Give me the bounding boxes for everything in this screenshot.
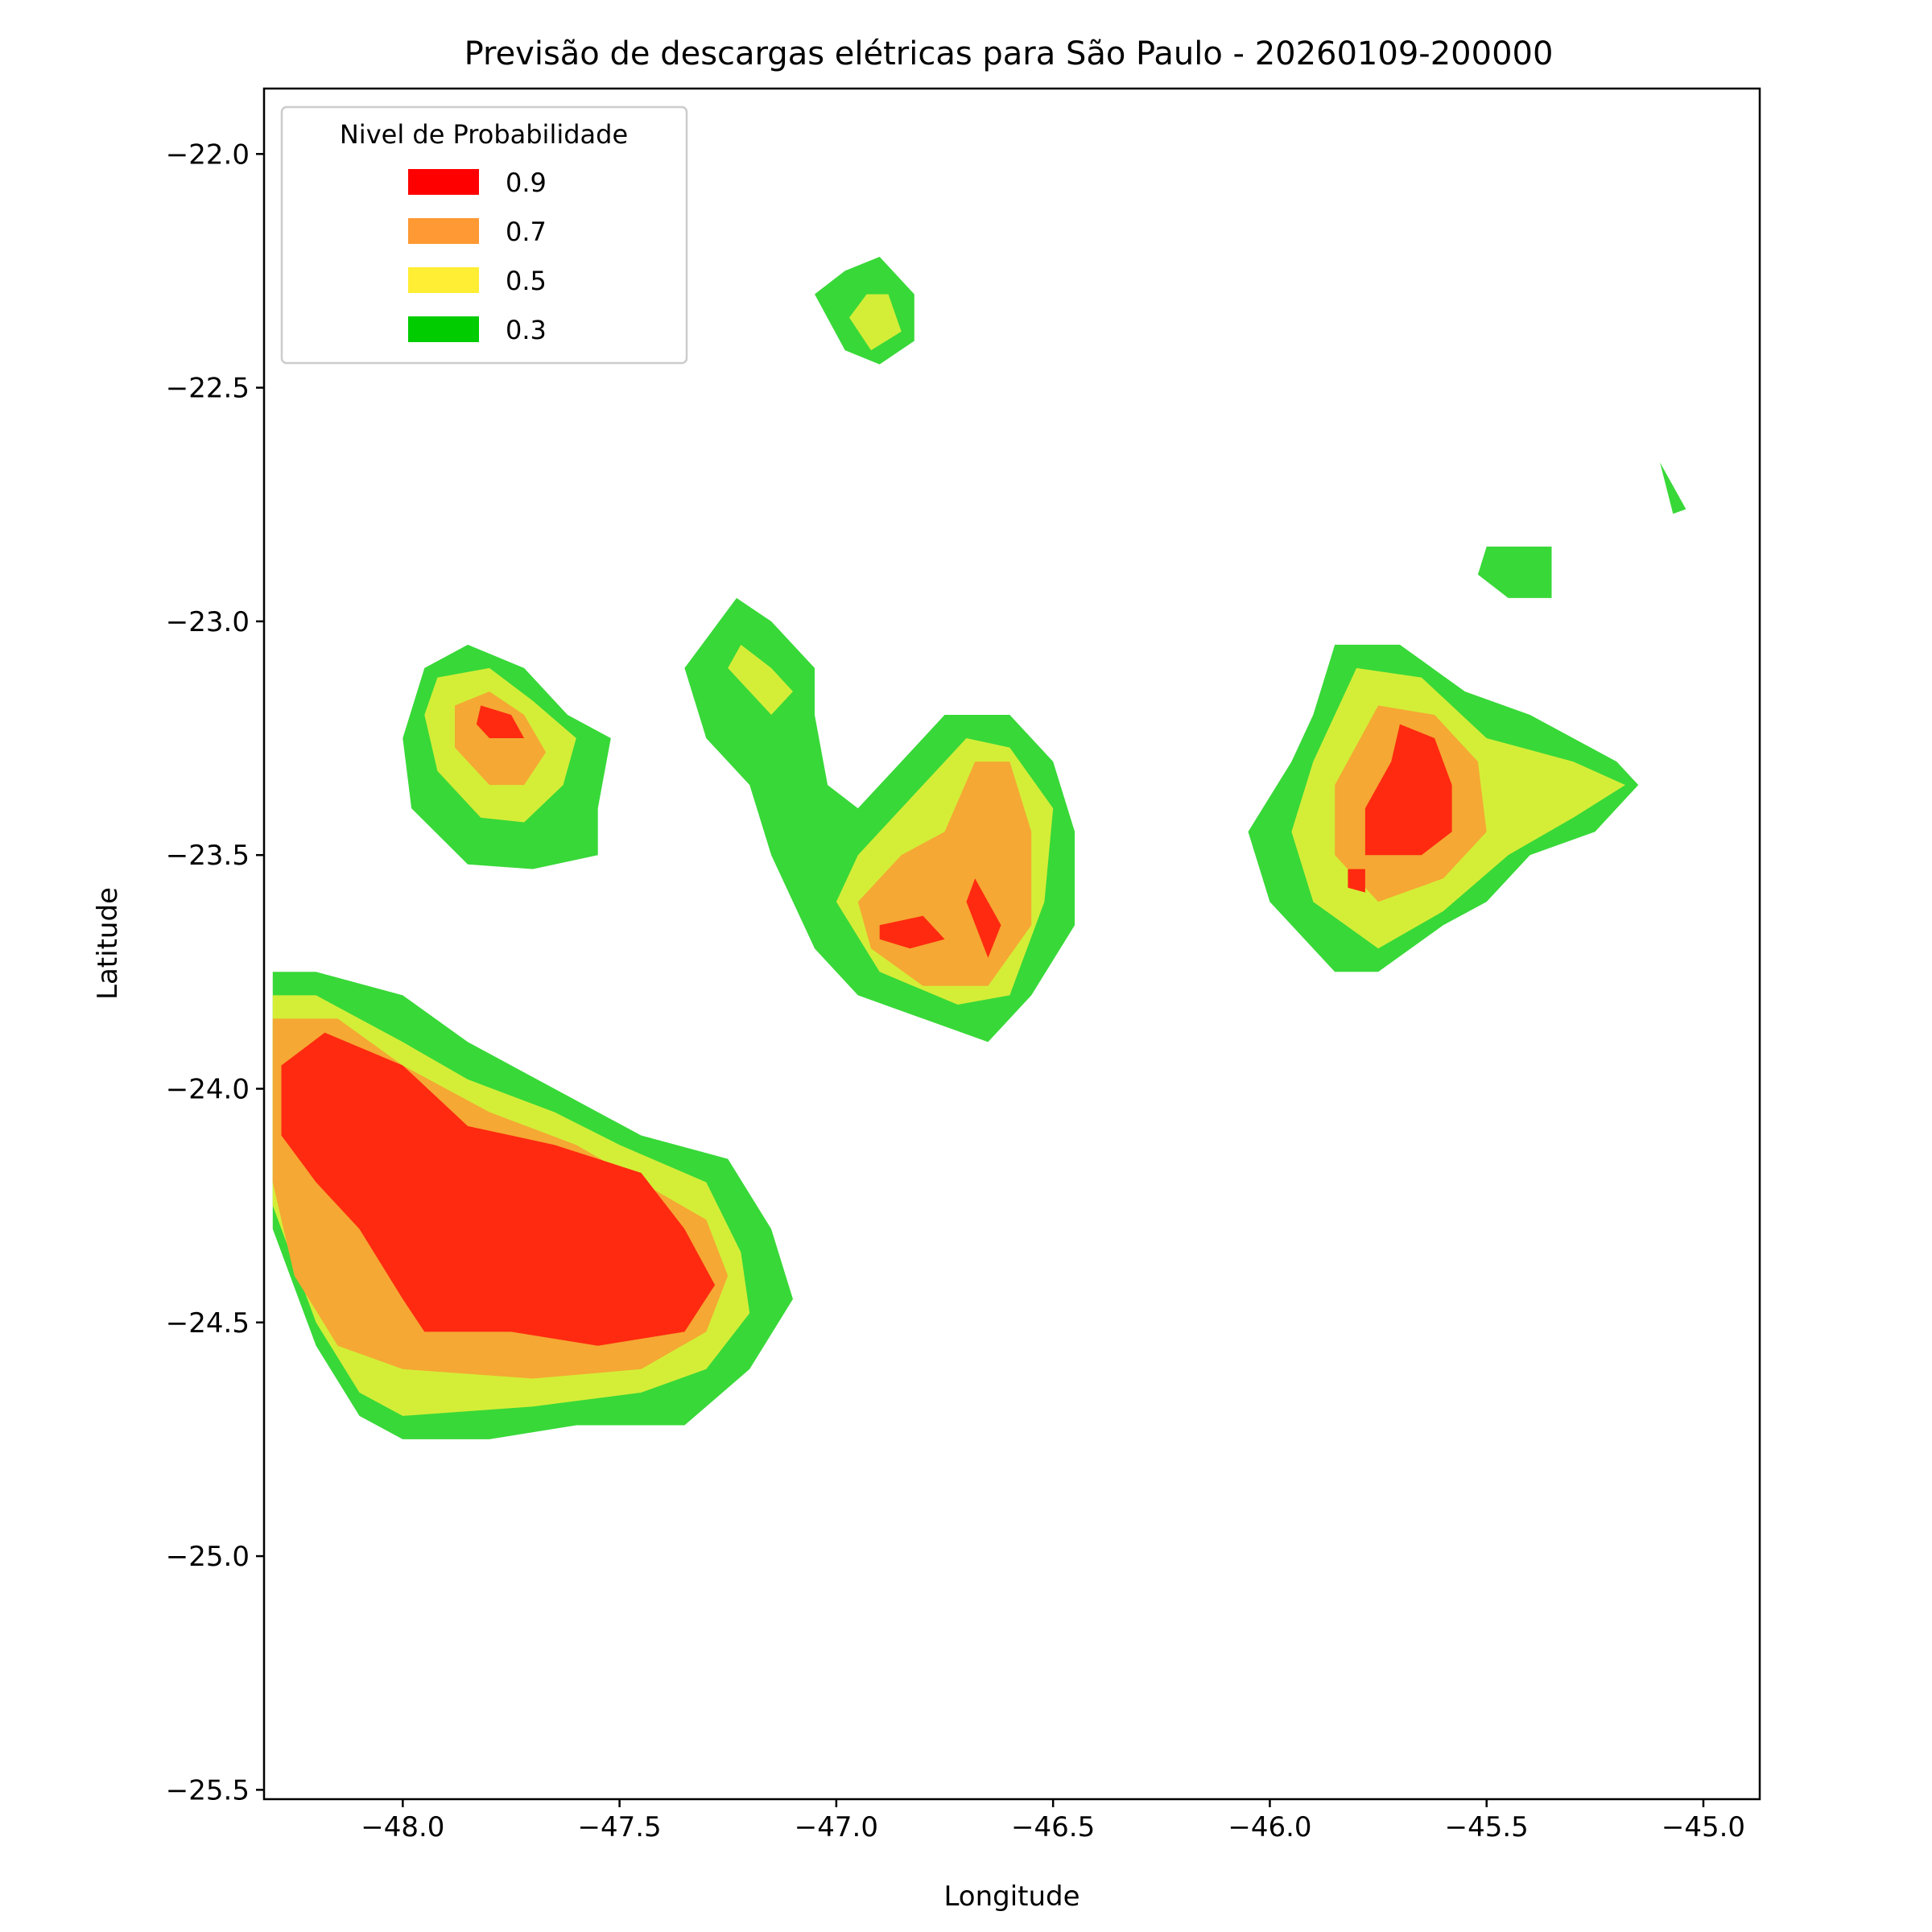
x-tick-label: −48.0 bbox=[361, 1811, 444, 1843]
west-cell bbox=[402, 644, 611, 869]
small-east-cell-level-0.3 bbox=[1477, 547, 1552, 598]
y-axis: −22.0 −22.5 −23.0 −23.5 −24.0 −24.5 −25.0 −25.5 bbox=[166, 138, 264, 1806]
central-cell-level-0.5 bbox=[728, 644, 793, 715]
y-tick-label: −23.0 bbox=[166, 606, 250, 638]
legend: Nivel de Probabilidade 0.9 0.7 0.5 0.3 bbox=[280, 105, 688, 365]
central-cell-level-0.9 bbox=[966, 878, 1001, 958]
y-axis-label: Latitude bbox=[92, 887, 124, 1000]
contour-regions bbox=[272, 257, 1686, 1439]
west-cell-level-0.7 bbox=[455, 691, 547, 786]
small-east-cell bbox=[1477, 547, 1552, 598]
legend-swatch-0.7 bbox=[408, 218, 479, 244]
central-cell-level-0.9 bbox=[879, 915, 945, 949]
legend-label-0.5: 0.5 bbox=[506, 266, 547, 296]
y-tick-label: −22.0 bbox=[166, 138, 250, 171]
y-tick-label: −22.5 bbox=[166, 373, 250, 405]
y-tick-label: −24.5 bbox=[166, 1307, 250, 1340]
legend-label-0.3: 0.3 bbox=[506, 315, 547, 345]
y-tick-label: −25.5 bbox=[166, 1774, 250, 1806]
legend-entries: 0.9 0.7 0.5 0.3 bbox=[408, 167, 547, 345]
far-east-sliver-level-0.3 bbox=[1660, 462, 1686, 514]
north-cell bbox=[815, 257, 914, 365]
y-tick-label: −24.0 bbox=[166, 1073, 250, 1105]
x-tick-label: −46.5 bbox=[1011, 1811, 1095, 1843]
x-axis-label: Longitude bbox=[943, 1880, 1080, 1913]
legend-swatch-0.9 bbox=[408, 169, 479, 195]
east-cell bbox=[1248, 644, 1639, 972]
north-cell-level-0.5 bbox=[849, 294, 902, 351]
x-tick-label: −47.5 bbox=[578, 1811, 662, 1843]
legend-label-0.9: 0.9 bbox=[506, 167, 547, 198]
east-cell-level-0.9 bbox=[1364, 724, 1452, 856]
legend-swatch-0.3 bbox=[408, 316, 479, 342]
chart-title: Previsão de descargas elétricas para São… bbox=[464, 35, 1554, 72]
far-east-sliver bbox=[1660, 462, 1686, 514]
x-axis: −48.0 −47.5 −47.0 −46.5 −46.0 −45.5 −45.0 bbox=[361, 1799, 1745, 1843]
legend-swatch-0.5 bbox=[408, 267, 479, 293]
east-cell-level-0.9 bbox=[1348, 869, 1365, 893]
plot-frame bbox=[262, 87, 1761, 1801]
west-cell-level-0.9 bbox=[476, 705, 525, 738]
central-cell bbox=[684, 597, 1075, 1042]
x-tick-label: −47.0 bbox=[795, 1811, 878, 1843]
y-tick-label: −23.5 bbox=[166, 840, 250, 872]
legend-label-0.7: 0.7 bbox=[506, 217, 547, 247]
x-tick-label: −45.0 bbox=[1662, 1811, 1745, 1843]
southwest-cell bbox=[272, 972, 793, 1439]
plot-area bbox=[262, 87, 1761, 1801]
x-tick-label: −46.0 bbox=[1228, 1811, 1311, 1843]
legend-title: Nivel de Probabilidade bbox=[340, 119, 628, 150]
southwest-cell-level-0.9 bbox=[281, 1032, 716, 1346]
x-tick-label: −45.5 bbox=[1445, 1811, 1529, 1843]
legend-frame bbox=[280, 105, 688, 365]
y-tick-label: −25.0 bbox=[166, 1541, 250, 1573]
